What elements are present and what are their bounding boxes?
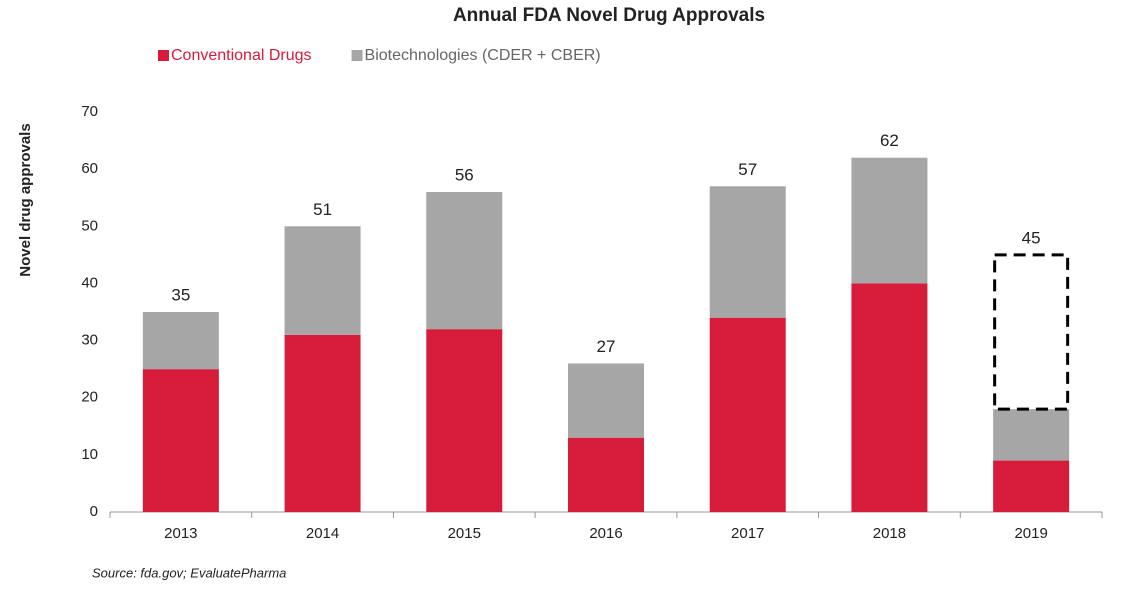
x-tick-label: 2015 — [448, 525, 481, 542]
bar-segment — [142, 312, 219, 370]
y-tick-label: 50 — [81, 217, 98, 234]
total-label: 45 — [1022, 228, 1041, 247]
bar-segment — [709, 317, 786, 512]
bar-segment — [568, 363, 644, 438]
legend-label: Biotechnologies (CDER + CBER) — [365, 47, 601, 64]
bar-segment — [993, 460, 1070, 512]
total-label: 57 — [738, 160, 757, 179]
y-tick-label: 10 — [81, 446, 98, 463]
legend-swatch — [351, 50, 363, 61]
legend-swatch — [158, 50, 169, 61]
bar-segment — [284, 226, 361, 335]
y-tick-label: 20 — [81, 389, 98, 406]
x-tick-label: 2018 — [873, 525, 906, 542]
y-tick-label: 40 — [81, 274, 98, 291]
y-tick-label: 60 — [81, 160, 98, 177]
bar-segment — [426, 329, 503, 512]
x-tick-label: 2013 — [164, 525, 197, 542]
total-label: 51 — [313, 200, 332, 219]
y-axis-label: Novel drug approvals — [17, 123, 34, 276]
total-label: 35 — [171, 285, 190, 304]
x-tick-label: 2019 — [1014, 525, 1047, 542]
y-tick-label: 0 — [90, 503, 98, 520]
bar-segment — [851, 283, 928, 512]
total-label: 62 — [880, 131, 899, 150]
bar-segment — [851, 157, 928, 284]
source-note: Source: fda.gov; EvaluatePharma — [92, 565, 286, 580]
bar-segment — [284, 334, 361, 512]
y-tick-label: 70 — [81, 103, 98, 120]
bar-segment — [568, 437, 644, 512]
chart-title: Annual FDA Novel Drug Approvals — [453, 5, 765, 26]
y-tick-label: 30 — [81, 332, 98, 349]
total-label: 27 — [597, 337, 616, 356]
x-tick-label: 2016 — [589, 525, 622, 542]
x-tick-label: 2017 — [731, 525, 764, 542]
x-tick-label: 2014 — [306, 525, 339, 542]
bar-segment — [142, 369, 219, 512]
total-label: 56 — [455, 165, 474, 184]
forecast-box — [993, 253, 1070, 411]
bar-segment — [709, 186, 786, 318]
legend-label: Conventional Drugs — [171, 47, 312, 64]
bar-segment — [993, 409, 1070, 461]
bar-segment — [426, 192, 503, 330]
